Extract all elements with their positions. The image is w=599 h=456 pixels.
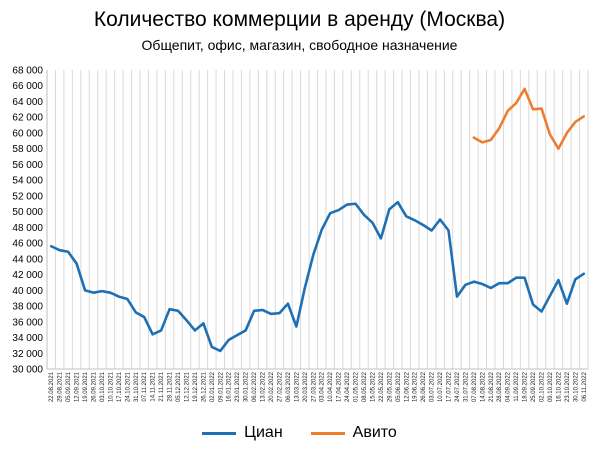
x-tick-label: 18.09.2022 bbox=[523, 371, 529, 402]
x-tick-label: 07.08.2022 bbox=[472, 371, 478, 402]
x-tick-label: 30.01.2022 bbox=[244, 371, 250, 402]
y-tick-label: 40 000 bbox=[12, 286, 43, 297]
legend-label-avito: Авито bbox=[352, 424, 397, 441]
y-tick-label: 52 000 bbox=[12, 191, 43, 202]
x-tick-label: 25.09.2022 bbox=[531, 371, 537, 402]
x-tick-label: 06.03.2022 bbox=[286, 371, 292, 402]
series-line-0 bbox=[49, 200, 586, 353]
series-line-1 bbox=[472, 87, 586, 150]
legend: Циан Авито bbox=[0, 424, 599, 442]
x-tick-label: 10.07.2022 bbox=[438, 371, 444, 402]
y-tick-label: 58 000 bbox=[12, 144, 43, 155]
x-tick-label: 10.04.2022 bbox=[328, 371, 334, 402]
x-tick-label: 14.11.2021 bbox=[151, 371, 157, 401]
x-tick-label: 16.01.2022 bbox=[227, 371, 233, 402]
x-tick-label: 21.11.2021 bbox=[159, 371, 165, 401]
x-tick-label: 02.01.2022 bbox=[210, 371, 216, 402]
y-tick-label: 64 000 bbox=[12, 97, 43, 108]
chart-title: Количество коммерции в аренду (Москва) bbox=[93, 8, 506, 31]
x-tick-label: 28.11.2021 bbox=[168, 371, 174, 401]
y-tick-label: 44 000 bbox=[12, 254, 43, 265]
x-tick-label: 06.11.2022 bbox=[582, 371, 588, 401]
x-tick-label: 19.12.2021 bbox=[193, 371, 199, 402]
x-tick-label: 31.10.2021 bbox=[134, 371, 140, 402]
x-tick-label: 05.12.2021 bbox=[176, 371, 182, 402]
x-tick-label: 03.10.2021 bbox=[100, 371, 106, 402]
y-tick-label: 34 000 bbox=[12, 333, 43, 344]
x-tick-label: 26.06.2022 bbox=[421, 371, 427, 402]
x-tick-label: 19.06.2022 bbox=[413, 371, 419, 402]
x-tick-label: 17.07.2022 bbox=[447, 371, 453, 402]
x-tick-label: 29.08.2021 bbox=[58, 371, 64, 402]
x-tick-label: 31.07.2022 bbox=[463, 371, 469, 402]
x-tick-label: 05.09.2021 bbox=[66, 371, 72, 402]
x-tick-label: 12.09.2021 bbox=[75, 371, 81, 402]
y-tick-label: 46 000 bbox=[12, 239, 43, 250]
x-tick-label: 08.05.2022 bbox=[362, 371, 368, 402]
x-tick-label: 02.10.2022 bbox=[540, 371, 546, 402]
x-tick-label: 20.03.2022 bbox=[303, 371, 309, 402]
x-tick-label: 17.10.2021 bbox=[117, 371, 123, 402]
legend-label-cian: Циан bbox=[244, 424, 283, 441]
x-tick-label: 01.05.2022 bbox=[354, 371, 360, 402]
legend-swatch-avito bbox=[310, 431, 345, 435]
x-tick-label: 26.12.2021 bbox=[201, 371, 207, 402]
y-tick-label: 54 000 bbox=[12, 176, 43, 187]
x-tick-label: 09.01.2022 bbox=[218, 371, 224, 402]
x-tick-label: 19.09.2021 bbox=[83, 371, 89, 402]
y-tick-label: 68 000 bbox=[12, 66, 43, 77]
x-tick-label: 05.06.2022 bbox=[396, 371, 402, 402]
chart-subtitle: Общепит, офис, магазин, свободное назнач… bbox=[141, 37, 458, 53]
x-tick-label: 16.10.2022 bbox=[556, 371, 562, 402]
x-tick-label: 14.08.2022 bbox=[480, 371, 486, 402]
x-tick-label: 27.03.2022 bbox=[311, 371, 317, 402]
x-tick-label: 11.09.2022 bbox=[514, 371, 520, 401]
y-tick-label: 50 000 bbox=[12, 207, 43, 218]
y-tick-label: 62 000 bbox=[12, 113, 43, 124]
y-tick-label: 56 000 bbox=[12, 160, 43, 171]
y-tick-label: 60 000 bbox=[12, 128, 43, 139]
y-tick-label: 42 000 bbox=[12, 270, 43, 281]
x-tick-label: 24.04.2022 bbox=[345, 371, 351, 402]
x-tick-label: 22.08.2021 bbox=[49, 371, 55, 402]
x-tick-label: 29.05.2022 bbox=[387, 371, 393, 402]
x-tick-label: 23.10.2022 bbox=[565, 371, 571, 402]
x-tick-label: 13.03.2022 bbox=[294, 371, 300, 402]
x-tick-label: 04.09.2022 bbox=[506, 371, 512, 402]
x-tick-label: 03.04.2022 bbox=[320, 371, 326, 402]
x-tick-label: 21.08.2022 bbox=[489, 371, 495, 402]
y-tick-label: 38 000 bbox=[12, 302, 43, 313]
legend-swatch-cian bbox=[202, 431, 237, 435]
x-tick-label: 22.05.2022 bbox=[379, 371, 385, 402]
x-tick-label: 07.11.2021 bbox=[142, 371, 148, 401]
y-tick-label: 66 000 bbox=[12, 81, 43, 92]
x-tick-label: 24.10.2021 bbox=[125, 371, 131, 402]
x-tick-label: 27.02.2022 bbox=[277, 371, 283, 402]
y-tick-label: 30 000 bbox=[12, 365, 43, 376]
x-tick-label: 15.05.2022 bbox=[370, 371, 376, 402]
x-tick-label: 30.10.2022 bbox=[573, 371, 579, 402]
x-tick-label: 09.10.2022 bbox=[548, 371, 554, 402]
legend-item-avito: Авито bbox=[310, 424, 397, 442]
legend-item-cian: Циан bbox=[202, 424, 283, 442]
x-tick-label: 28.08.2022 bbox=[497, 371, 503, 402]
x-tick-label: 17.04.2022 bbox=[337, 371, 343, 402]
x-tick-label: 10.10.2021 bbox=[108, 371, 114, 402]
x-tick-label: 23.01.2022 bbox=[235, 371, 241, 402]
x-tick-label: 03.07.2022 bbox=[430, 371, 436, 402]
y-tick-label: 32 000 bbox=[12, 349, 43, 360]
x-tick-label: 24.07.2022 bbox=[455, 371, 461, 402]
x-tick-label: 12.12.2021 bbox=[184, 371, 190, 402]
x-tick-label: 13.02.2022 bbox=[261, 371, 267, 402]
x-tick-label: 20.02.2022 bbox=[269, 371, 275, 402]
y-tick-label: 36 000 bbox=[12, 317, 43, 328]
x-tick-label: 06.02.2022 bbox=[252, 371, 258, 402]
y-tick-label: 48 000 bbox=[12, 223, 43, 234]
x-tick-label: 12.06.2022 bbox=[404, 371, 410, 402]
x-tick-label: 26.09.2021 bbox=[91, 371, 97, 402]
